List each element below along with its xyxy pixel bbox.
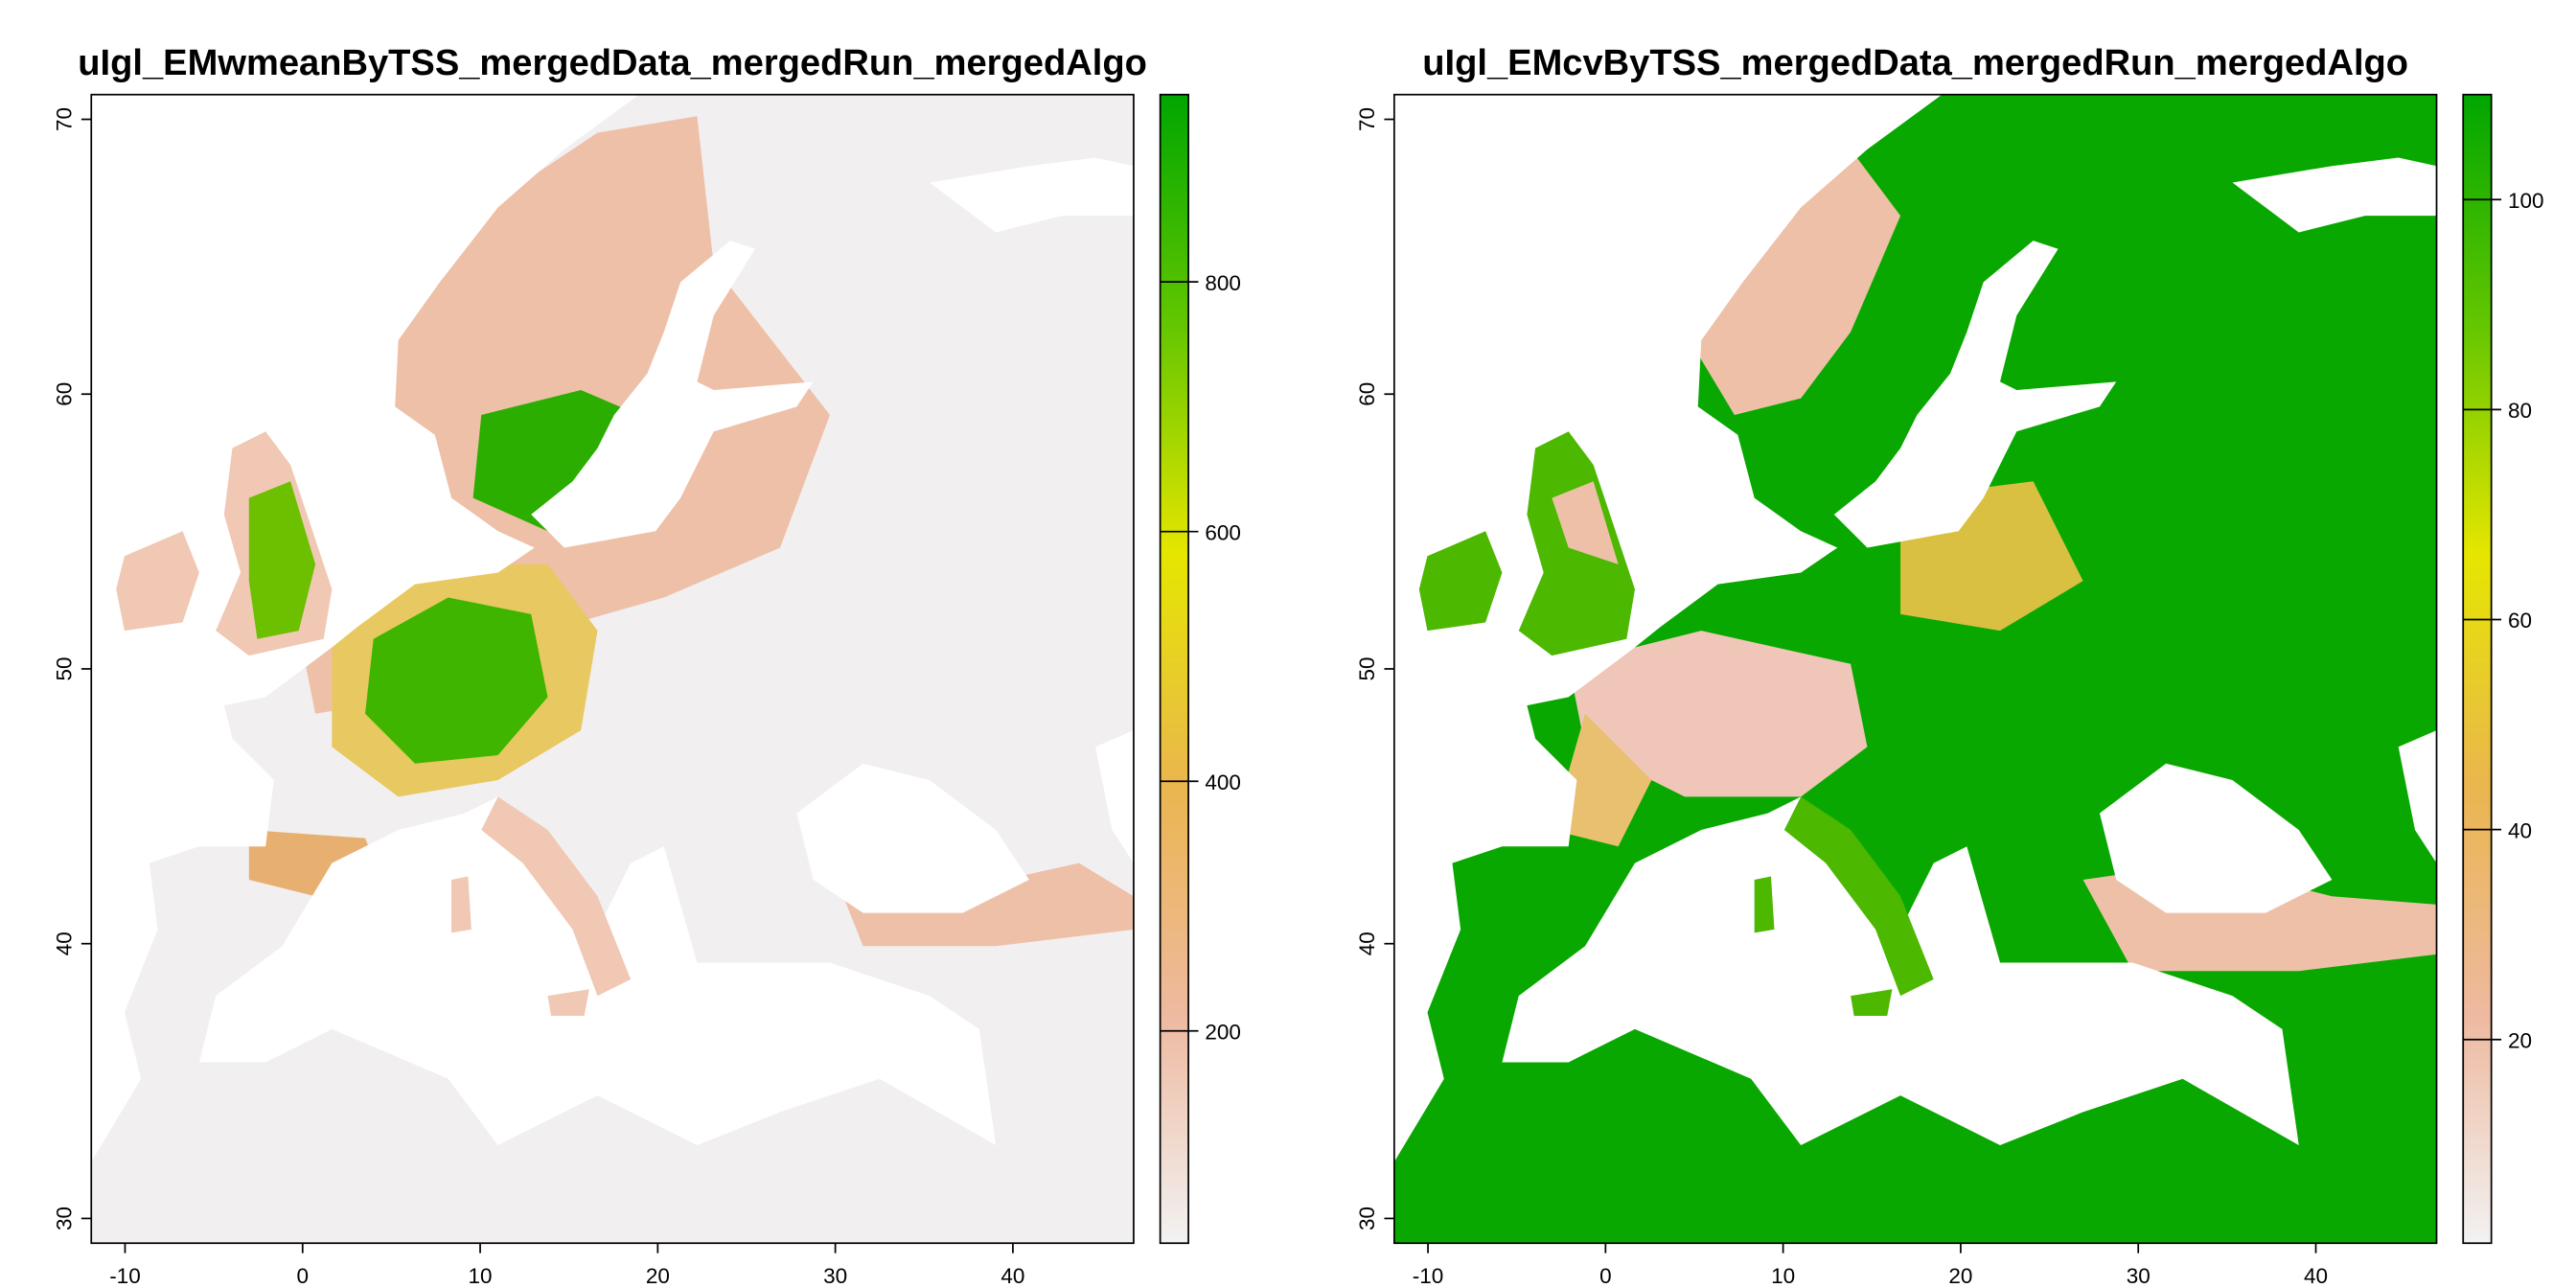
x-tick-label: 40 [2304,1264,2328,1288]
y-tick-label: 60 [1355,382,1379,406]
x-tick-label: 30 [2127,1264,2150,1288]
x-tick-label: 10 [1771,1264,1795,1288]
y-tick-label: 50 [1355,656,1379,680]
y-tick-label: 70 [1355,107,1379,131]
x-tick-label: 10 [469,1264,493,1288]
colorbar [2463,94,2492,1244]
colorbar-frame [1159,93,1189,1245]
x-tick-label: 20 [646,1264,670,1288]
y-tick-label: 30 [52,1207,76,1230]
colorbar [1160,94,1189,1244]
y-tick-label: 70 [52,107,76,131]
y-tick-label: 40 [1355,932,1379,955]
x-tick-label: 0 [1599,1264,1612,1288]
colorbar-tick-label: 80 [2508,399,2532,423]
chart-title: uIgl_EMcvByTSS_mergedData_mergedRun_merg… [1422,43,2408,83]
y-tick-label: 60 [52,382,76,406]
x-tick-label: 40 [1000,1264,1024,1288]
y-tick-label: 40 [52,932,76,955]
chart-title: uIgl_EMwmeanByTSS_mergedData_mergedRun_m… [78,43,1147,83]
y-tick-label: 50 [52,656,76,680]
y-tick-label: 30 [1355,1207,1379,1230]
colorbar-tick-label: 20 [2508,1028,2532,1052]
colorbar-tick-label: 40 [2508,818,2532,842]
colorbar-tick-label: 100 [2508,189,2544,213]
x-tick-label: 20 [1948,1264,1972,1288]
colorbar-tick-label: 400 [1205,770,1241,794]
map-panel [1393,94,2437,1244]
x-tick-label: -10 [109,1264,141,1288]
map-panel [91,94,1134,1244]
x-tick-label: 0 [296,1264,309,1288]
x-tick-label: 30 [823,1264,847,1288]
x-tick-label: -10 [1413,1264,1444,1288]
colorbar-tick-label: 800 [1205,271,1241,295]
colorbar-tick-label: 60 [2508,609,2532,632]
colorbar-tick-label: 600 [1205,520,1241,544]
colorbar-frame [2462,93,2493,1245]
colorbar-tick-label: 200 [1205,1020,1241,1044]
